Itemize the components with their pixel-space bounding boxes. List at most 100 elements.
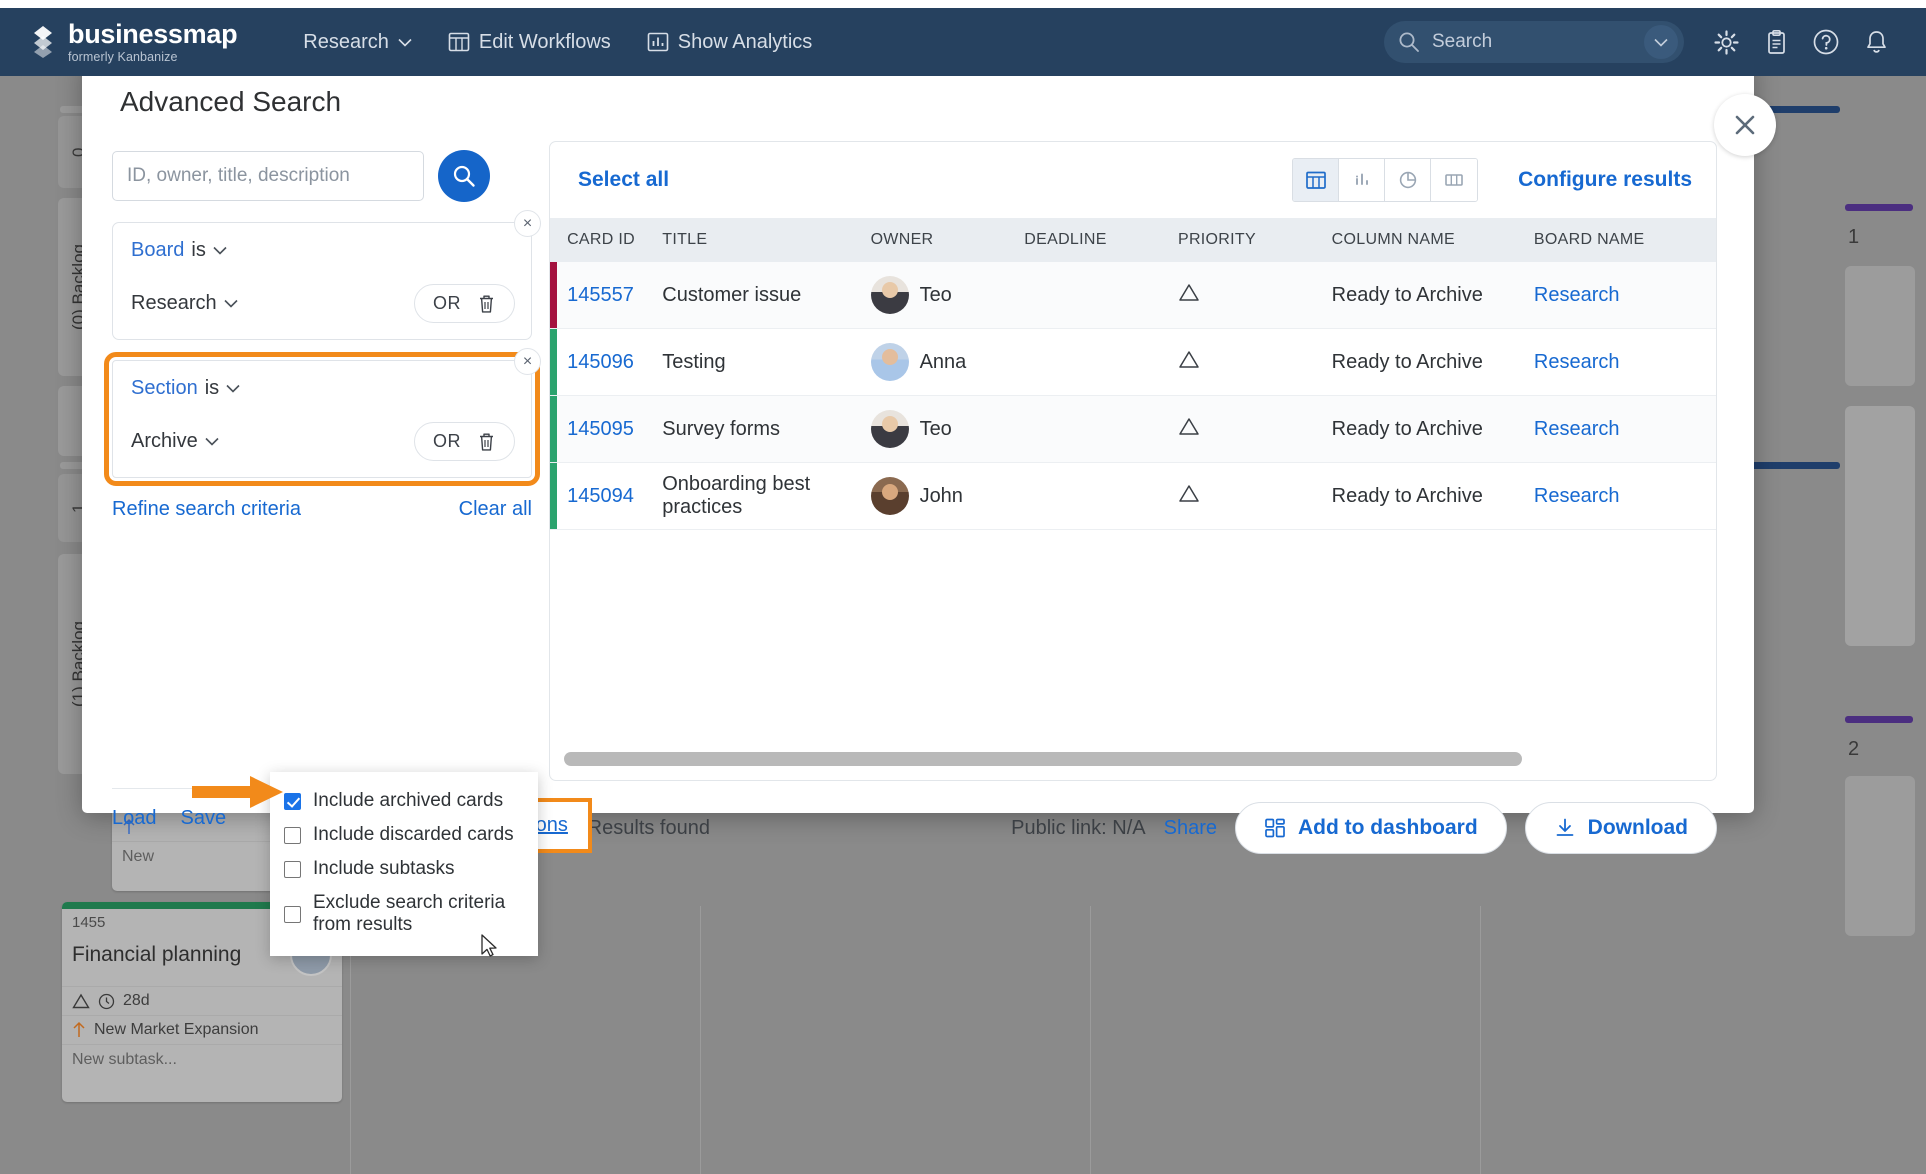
configure-results-link[interactable]: Configure results — [1518, 168, 1692, 191]
bell-icon — [1866, 30, 1886, 53]
add-to-dashboard-button[interactable]: Add to dashboard — [1235, 802, 1507, 854]
option-include-subtasks[interactable]: Include subtasks — [270, 852, 538, 886]
checkbox-include-archived-cards[interactable] — [284, 792, 301, 810]
column-header-deadline[interactable]: DEADLINE — [1024, 218, 1178, 262]
card-id-link[interactable]: 145094 — [567, 484, 634, 507]
option-include-archived-cards[interactable]: Include archived cards — [270, 784, 538, 818]
clear-all-link[interactable]: Clear all — [458, 498, 532, 520]
load-search-link[interactable]: Load — [112, 807, 157, 829]
view-mode-columns-button[interactable] — [1431, 159, 1478, 201]
board-icon — [448, 32, 470, 52]
download-button[interactable]: Download — [1524, 802, 1717, 854]
board-name-link[interactable]: Research — [1533, 417, 1620, 440]
cell-owner: Anna — [870, 329, 1025, 396]
mouse-cursor-icon — [481, 934, 497, 957]
criterion-logic-group: OR — [414, 284, 515, 323]
column-header-title[interactable]: TITLE — [662, 218, 871, 262]
card-id-link[interactable]: 145557 — [567, 283, 634, 306]
bg-card-subtask: New — [112, 841, 342, 872]
board-name-link[interactable]: Research — [1533, 350, 1620, 373]
cell-deadline — [1024, 262, 1178, 329]
public-link-label: Public link: N/A — [1011, 816, 1146, 839]
table-row[interactable]: 145094 Onboarding best practices John — [550, 463, 1716, 530]
search-dropdown-button[interactable] — [1644, 25, 1678, 59]
priority-triangle-icon — [1179, 350, 1199, 368]
column-divider — [1480, 906, 1481, 1174]
cell-priority — [1177, 262, 1332, 329]
download-label: Download — [1587, 816, 1688, 839]
bg-card-initiative-row: New Market Expansion — [62, 1015, 342, 1044]
share-link[interactable]: Share — [1163, 816, 1217, 839]
column-header-owner[interactable]: OWNER — [870, 218, 1025, 262]
option-exclude-search-criteria[interactable]: Exclude search criteria from results — [270, 886, 538, 942]
remove-criterion-button[interactable]: × — [514, 348, 541, 375]
cell-deadline — [1024, 329, 1178, 396]
nav-item-edit-workflows[interactable]: Edit Workflows — [430, 25, 629, 60]
search-submit-button[interactable] — [438, 150, 490, 202]
option-label: Include discarded cards — [313, 824, 514, 845]
scrollbar-thumb[interactable] — [564, 752, 1522, 766]
view-mode-bar-button[interactable] — [1339, 159, 1386, 201]
search-input[interactable] — [112, 151, 424, 201]
notifications-button[interactable] — [1854, 20, 1898, 64]
global-search-box[interactable]: Search — [1384, 21, 1684, 63]
results-panel: Select all — [549, 141, 1717, 781]
card-id-link[interactable]: 145096 — [567, 350, 634, 373]
bg-card-initiative: New Market Expansion — [94, 1021, 259, 1038]
trash-icon[interactable] — [477, 431, 496, 452]
close-modal-button[interactable] — [1714, 94, 1776, 156]
criterion-value-dropdown[interactable]: Research — [131, 292, 238, 315]
brand-name: businessmap — [68, 18, 238, 49]
criterion-field-row[interactable]: Section is — [131, 377, 515, 400]
cell-priority — [1178, 329, 1332, 396]
criterion-field-row[interactable]: Board is — [131, 239, 515, 262]
results-horizontal-scrollbar[interactable] — [550, 752, 1716, 766]
table-row[interactable]: 145096 Testing Anna — [550, 329, 1716, 396]
cell-board-name: Research — [1534, 463, 1716, 530]
nav-item-label: Research — [303, 30, 389, 53]
cell-column-name: Ready to Archive — [1331, 262, 1534, 329]
results-found-label: 4 Results found — [571, 816, 710, 839]
clipboard-button[interactable] — [1754, 20, 1798, 64]
view-mode-pie-button[interactable] — [1385, 159, 1432, 201]
table-row[interactable]: 145095 Survey forms Teo — [550, 395, 1716, 463]
help-button[interactable] — [1804, 20, 1848, 64]
column-header-card-id[interactable]: CARD ID — [557, 218, 663, 262]
column-header-column-name[interactable]: COLUMN NAME — [1331, 218, 1534, 262]
scrollbar-track[interactable] — [564, 752, 1704, 766]
criterion-value-row: Archive OR — [131, 422, 515, 461]
settings-button[interactable] — [1704, 20, 1748, 64]
nav-right-group: Search — [1384, 20, 1898, 64]
nav-item-show-analytics[interactable]: Show Analytics — [629, 25, 831, 60]
criterion-value-dropdown[interactable]: Archive — [131, 430, 219, 453]
checkbox-include-subtasks[interactable] — [284, 860, 301, 878]
header-strip — [550, 218, 558, 262]
board-name-link[interactable]: Research — [1533, 283, 1620, 306]
option-include-discarded-cards[interactable]: Include discarded cards — [270, 818, 538, 852]
card-id-link[interactable]: 145095 — [567, 417, 634, 440]
checkbox-exclude-search-criteria[interactable] — [284, 905, 301, 923]
bar-chart-icon — [647, 32, 669, 52]
select-all-link[interactable]: Select all — [578, 168, 670, 191]
trash-icon[interactable] — [477, 293, 496, 314]
logic-operator-toggle[interactable]: OR — [433, 431, 461, 451]
priority-triangle-icon — [1179, 484, 1199, 502]
view-mode-table-button[interactable] — [1293, 159, 1340, 201]
remove-criterion-button[interactable]: × — [514, 210, 541, 237]
column-header-priority[interactable]: PRIORITY — [1177, 218, 1332, 262]
results-table-body: 145557 Customer issue Teo — [550, 262, 1716, 530]
brand-logo-group[interactable]: businessmap formerly Kanbanize — [28, 18, 238, 64]
table-row[interactable]: 145557 Customer issue Teo — [550, 262, 1716, 329]
column-header-board-name[interactable]: BOARD NAME — [1533, 218, 1716, 262]
nav-item-research[interactable]: Research — [285, 25, 430, 60]
row-color-strip — [550, 262, 558, 329]
checkbox-include-discarded-cards[interactable] — [284, 826, 301, 844]
board-name-link[interactable]: Research — [1533, 484, 1620, 507]
logic-operator-toggle[interactable]: OR — [433, 293, 461, 313]
criterion-board: × Board is Research OR — [112, 210, 541, 340]
refine-search-criteria-link[interactable]: Refine search criteria — [112, 498, 301, 520]
lane-cell — [1845, 406, 1915, 646]
save-search-link[interactable]: Save — [180, 807, 227, 829]
page-title: Advanced Search — [120, 86, 342, 117]
